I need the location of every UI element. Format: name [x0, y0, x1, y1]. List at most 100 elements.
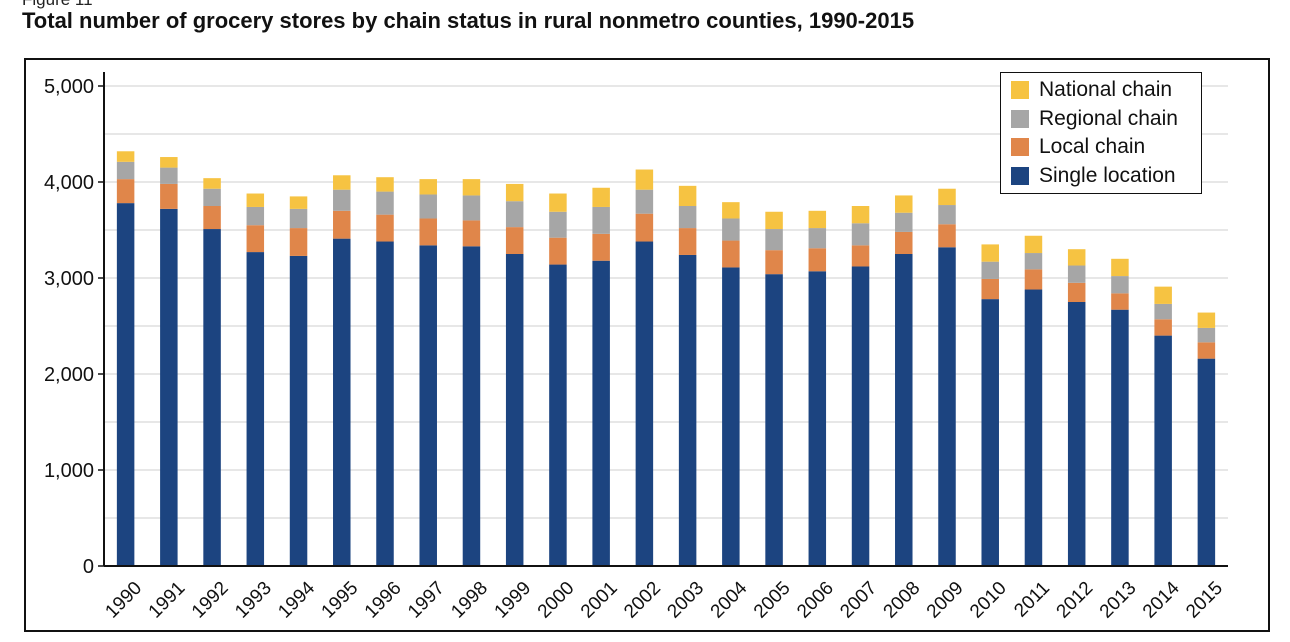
bar-national-chain-2008: [895, 195, 913, 213]
bar-local-chain-2008: [895, 231, 913, 254]
bar-single-location-1997: [419, 245, 437, 567]
legend-swatch: [1011, 138, 1029, 157]
bar-regional-chain-1992: [203, 188, 221, 206]
bar-local-chain-2013: [1111, 293, 1129, 310]
x-tick-label-1998: 1998: [447, 578, 492, 623]
bar-national-chain-2001: [592, 187, 610, 207]
x-tick-label-1990: 1990: [101, 578, 146, 623]
bar-single-location-2012: [1067, 302, 1086, 566]
x-tick-label-2005: 2005: [750, 578, 795, 623]
x-tick-label-2015: 2015: [1182, 578, 1227, 623]
bar-series: [116, 151, 1216, 567]
bar-local-chain-2011: [1024, 269, 1043, 290]
legend-label: Local chain: [1039, 135, 1146, 159]
bar-regional-chain-2012: [1067, 265, 1086, 283]
y-tick-label: 3,000: [44, 268, 94, 290]
bar-single-location-2007: [851, 266, 870, 566]
bar-regional-chain-2014: [1154, 303, 1172, 320]
x-tick-label-2009: 2009: [923, 578, 968, 623]
bar-single-location-1998: [462, 246, 481, 566]
bar-regional-chain-1991: [160, 167, 178, 184]
bar-national-chain-2013: [1111, 258, 1129, 277]
legend-item-national-chain: National chain: [1011, 76, 1193, 105]
bar-regional-chain-2008: [895, 212, 913, 232]
bar-single-location-2004: [722, 267, 740, 566]
legend-label: Regional chain: [1039, 106, 1178, 130]
bar-local-chain-2010: [981, 278, 999, 300]
axes: [98, 72, 1228, 567]
bar-single-location-2010: [981, 299, 999, 566]
x-tick-label-2004: 2004: [707, 577, 752, 622]
bar-local-chain-2012: [1067, 282, 1086, 302]
bar-regional-chain-1990: [116, 161, 135, 180]
bar-local-chain-2003: [678, 228, 697, 255]
bar-national-chain-2006: [808, 210, 827, 229]
bar-regional-chain-2013: [1111, 276, 1129, 294]
legend-label: Single location: [1039, 163, 1176, 187]
bar-single-location-2008: [895, 254, 913, 566]
x-tick-label-2012: 2012: [1053, 578, 1098, 623]
bar-national-chain-1995: [333, 175, 351, 190]
bar-single-location-1990: [116, 203, 135, 566]
legend-item-local-chain: Local chain: [1011, 133, 1193, 162]
bar-national-chain-1997: [419, 179, 437, 195]
bar-local-chain-2009: [938, 224, 956, 248]
bar-regional-chain-2011: [1024, 253, 1043, 270]
bar-single-location-2002: [635, 241, 654, 566]
bar-single-location-2003: [678, 254, 697, 566]
y-tick-label: 2,000: [44, 364, 94, 386]
figure-label: Figure 11: [22, 0, 93, 10]
bar-regional-chain-2001: [592, 206, 610, 234]
bar-local-chain-1993: [246, 225, 265, 253]
bar-national-chain-2007: [851, 206, 870, 224]
x-tick-label-2014: 2014: [1139, 577, 1184, 622]
bar-local-chain-2004: [722, 240, 740, 268]
bar-local-chain-2006: [808, 248, 827, 272]
bar-local-chain-2007: [851, 245, 870, 267]
x-tick-label-2007: 2007: [836, 578, 881, 623]
bar-single-location-1996: [376, 241, 394, 566]
bar-national-chain-2015: [1197, 312, 1216, 328]
bar-single-location-2001: [592, 260, 610, 566]
bar-regional-chain-2009: [938, 205, 956, 225]
y-tick-label: 0: [83, 556, 94, 578]
bar-local-chain-2001: [592, 233, 610, 261]
x-tick-label-2006: 2006: [793, 578, 838, 623]
bar-national-chain-2000: [549, 193, 567, 212]
x-tick-label-2011: 2011: [1010, 578, 1054, 622]
bar-single-location-1995: [333, 238, 351, 566]
y-tick-label: 1,000: [44, 460, 94, 482]
bar-national-chain-2002: [635, 169, 654, 190]
bar-regional-chain-1996: [376, 191, 394, 215]
bar-national-chain-2004: [722, 202, 740, 219]
bar-local-chain-1998: [462, 220, 481, 247]
bar-regional-chain-2006: [808, 228, 827, 249]
y-axis-tick-labels: 0 1,000 2,000 3,000 4,000 5,000: [44, 76, 94, 578]
bar-local-chain-1992: [203, 206, 221, 230]
bar-local-chain-1997: [419, 218, 437, 246]
bar-regional-chain-2003: [678, 206, 697, 229]
bar-single-location-2015: [1197, 358, 1216, 566]
bar-national-chain-1991: [160, 157, 178, 168]
chart-frame: [24, 58, 1270, 632]
bar-national-chain-1993: [246, 193, 265, 207]
x-tick-label-2000: 2000: [534, 578, 579, 623]
bar-single-location-2000: [549, 264, 567, 566]
x-tick-label-2010: 2010: [966, 578, 1011, 623]
bar-regional-chain-1999: [505, 201, 524, 228]
bar-regional-chain-2004: [722, 218, 740, 241]
bar-national-chain-2009: [938, 188, 956, 206]
bar-single-location-2013: [1111, 309, 1129, 566]
bar-single-location-1993: [246, 252, 265, 566]
x-tick-label-1997: 1997: [404, 578, 449, 623]
bar-regional-chain-1993: [246, 206, 265, 226]
x-tick-label-2001: 2001: [577, 578, 622, 623]
legend-swatch: [1011, 81, 1029, 100]
bar-national-chain-1990: [116, 151, 135, 162]
bar-local-chain-1991: [160, 183, 178, 209]
bar-local-chain-2000: [549, 237, 567, 265]
bar-national-chain-1996: [376, 177, 394, 192]
bar-single-location-1992: [203, 229, 221, 567]
bar-national-chain-1994: [289, 196, 308, 209]
bar-regional-chain-2002: [635, 189, 654, 214]
